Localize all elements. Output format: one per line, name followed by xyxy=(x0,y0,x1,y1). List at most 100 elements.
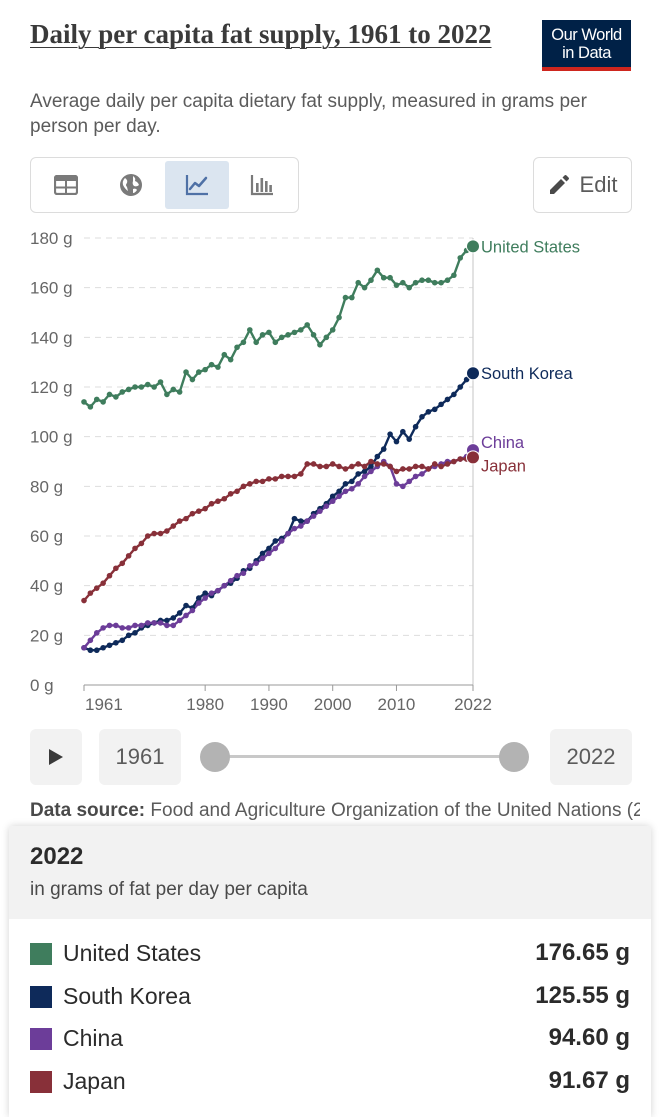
end-point[interactable] xyxy=(466,366,480,381)
data-point[interactable] xyxy=(393,468,400,475)
data-point[interactable] xyxy=(323,334,330,341)
timeline-end-handle[interactable] xyxy=(499,742,529,772)
data-point[interactable] xyxy=(164,391,170,398)
data-point[interactable] xyxy=(387,463,393,470)
data-point[interactable] xyxy=(113,565,119,572)
data-point[interactable] xyxy=(419,414,425,420)
data-point[interactable] xyxy=(431,279,438,286)
data-point[interactable] xyxy=(157,530,164,537)
data-point[interactable] xyxy=(100,625,106,631)
data-point[interactable] xyxy=(278,538,285,544)
data-point[interactable] xyxy=(93,630,100,636)
data-point[interactable] xyxy=(125,632,132,639)
data-point[interactable] xyxy=(298,523,304,529)
data-point[interactable] xyxy=(425,409,432,415)
data-point[interactable] xyxy=(202,366,208,373)
data-point[interactable] xyxy=(234,344,240,351)
data-point[interactable] xyxy=(298,327,304,333)
data-point[interactable] xyxy=(431,406,438,413)
data-point[interactable] xyxy=(272,339,279,346)
data-point[interactable] xyxy=(451,391,457,398)
data-point[interactable] xyxy=(400,466,406,472)
data-point[interactable] xyxy=(132,622,138,629)
data-point[interactable] xyxy=(336,463,342,470)
tab-line-chart[interactable] xyxy=(165,161,229,209)
data-point[interactable] xyxy=(195,508,202,514)
data-point[interactable] xyxy=(291,515,298,522)
data-point[interactable] xyxy=(451,458,457,465)
data-point[interactable] xyxy=(170,386,177,393)
data-point[interactable] xyxy=(151,384,157,390)
data-point[interactable] xyxy=(349,294,355,301)
data-point[interactable] xyxy=(444,461,451,467)
data-point[interactable] xyxy=(323,503,330,510)
data-point[interactable] xyxy=(234,572,240,579)
data-point[interactable] xyxy=(368,277,374,284)
timeline-track[interactable] xyxy=(215,755,515,758)
data-point[interactable] xyxy=(81,644,87,651)
data-point[interactable] xyxy=(106,642,113,649)
data-point[interactable] xyxy=(144,533,151,539)
data-point[interactable] xyxy=(329,498,336,505)
series-label[interactable]: United States xyxy=(481,238,580,256)
data-point[interactable] xyxy=(285,332,291,338)
series-line[interactable] xyxy=(83,372,474,652)
data-point[interactable] xyxy=(272,545,279,552)
data-point[interactable] xyxy=(291,329,298,336)
data-point[interactable] xyxy=(183,602,189,609)
data-point[interactable] xyxy=(412,279,419,286)
data-point[interactable] xyxy=(368,463,374,470)
data-point[interactable] xyxy=(138,384,145,390)
data-point[interactable] xyxy=(368,458,374,465)
data-point[interactable] xyxy=(87,647,94,654)
data-point[interactable] xyxy=(349,478,355,485)
data-point[interactable] xyxy=(400,483,406,490)
data-point[interactable] xyxy=(278,334,285,341)
data-point[interactable] xyxy=(457,384,464,390)
data-point[interactable] xyxy=(176,518,183,524)
data-point[interactable] xyxy=(183,369,189,375)
data-point[interactable] xyxy=(195,600,202,606)
data-point[interactable] xyxy=(329,461,336,467)
data-point[interactable] xyxy=(291,525,298,532)
data-source-text[interactable]: Food and Agriculture Organization of the… xyxy=(150,800,640,821)
data-point[interactable] xyxy=(176,617,183,624)
data-point[interactable] xyxy=(93,647,100,654)
data-point[interactable] xyxy=(317,463,323,470)
data-point[interactable] xyxy=(438,401,444,408)
data-point[interactable] xyxy=(374,267,381,274)
end-point[interactable] xyxy=(466,239,480,254)
timeline-end-year[interactable]: 2022 xyxy=(550,729,632,785)
data-point[interactable] xyxy=(349,463,355,470)
tab-table[interactable] xyxy=(34,161,98,209)
data-point[interactable] xyxy=(374,461,381,467)
data-point[interactable] xyxy=(342,294,349,301)
data-point[interactable] xyxy=(234,488,240,495)
chart-title[interactable]: Daily per capita fat supply, 1961 to 202… xyxy=(30,19,492,49)
data-point[interactable] xyxy=(106,622,113,629)
data-point[interactable] xyxy=(317,508,323,514)
data-point[interactable] xyxy=(100,580,106,586)
play-button[interactable] xyxy=(30,729,82,785)
data-point[interactable] xyxy=(164,617,170,624)
data-point[interactable] xyxy=(259,478,266,485)
data-point[interactable] xyxy=(406,478,413,485)
data-point[interactable] xyxy=(253,478,259,485)
data-point[interactable] xyxy=(380,274,387,281)
series-line[interactable] xyxy=(83,245,474,409)
data-point[interactable] xyxy=(240,570,247,577)
data-point[interactable] xyxy=(125,553,132,559)
data-point[interactable] xyxy=(425,277,432,284)
data-point[interactable] xyxy=(368,468,374,475)
data-point[interactable] xyxy=(431,461,438,467)
data-point[interactable] xyxy=(380,461,387,467)
data-point[interactable] xyxy=(451,272,457,279)
data-point[interactable] xyxy=(227,356,234,363)
data-point[interactable] xyxy=(342,488,349,495)
data-point[interactable] xyxy=(329,327,336,333)
data-point[interactable] xyxy=(132,630,138,636)
data-point[interactable] xyxy=(247,327,253,333)
data-point[interactable] xyxy=(221,582,228,589)
data-point[interactable] xyxy=(380,446,387,452)
data-point[interactable] xyxy=(438,279,444,286)
